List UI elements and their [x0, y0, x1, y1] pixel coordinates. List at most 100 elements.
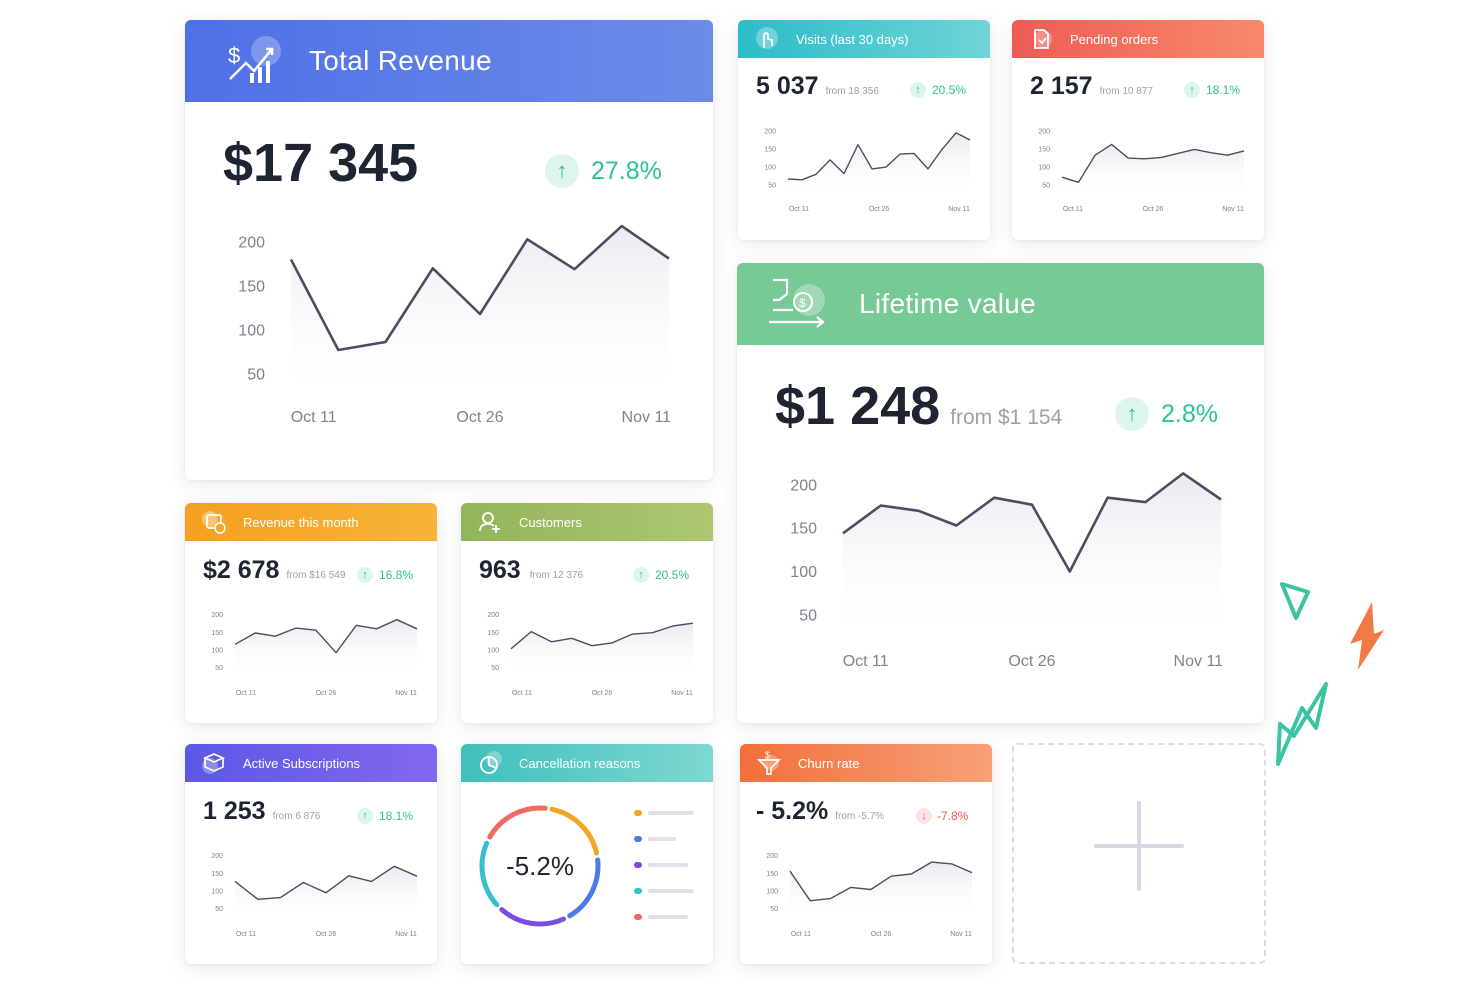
arrow-up-icon: ↑ — [545, 154, 579, 188]
series-line — [289, 224, 670, 352]
legend-swatch — [634, 888, 642, 894]
y-axis-tick-label: 150 — [766, 871, 778, 878]
visits-card[interactable]: Visits (last 30 days) 5 037 from 18 356 … — [738, 20, 990, 240]
revenue-month-header: Revenue this month — [185, 503, 437, 541]
metric-from: from $1 154 — [950, 406, 1063, 429]
x-axis-tick-label: Oct 26 — [316, 931, 337, 938]
y-axis-tick-label: 50 — [799, 608, 817, 625]
pie-chart-icon — [477, 750, 503, 776]
x-axis-tick-label: Nov 11 — [622, 409, 672, 426]
metric-value: 1 253 — [203, 797, 266, 825]
change-indicator: ↓ -7.8% — [916, 808, 968, 824]
churn-header: $ Churn rate — [740, 744, 992, 782]
lifetime-value-card[interactable]: $ Lifetime value $1 248 from $1 154 ↑ 2.… — [737, 263, 1264, 723]
donut-segment — [487, 805, 548, 840]
card-title: Revenue this month — [243, 514, 359, 530]
change-indicator: ↑ 27.8% — [545, 154, 662, 188]
y-axis-tick-label: 200 — [238, 235, 265, 252]
series-line — [1061, 143, 1245, 184]
customers-chart: 200 150 100 50 Oct 11 Oct 26 Nov 11 — [487, 612, 694, 697]
metric-from: from 6 876 — [272, 811, 321, 822]
card-title: Visits (last 30 days) — [796, 31, 909, 47]
legend-placeholder-bar — [648, 837, 676, 841]
churn-chart: 200 150 100 50 Oct 11 Oct 26 Nov 11 — [766, 853, 973, 938]
y-axis-tick-label: 200 — [764, 128, 776, 135]
svg-text:$: $ — [765, 750, 770, 760]
x-axis-tick-label: Oct 26 — [869, 206, 890, 213]
x-axis-tick-label: Nov 11 — [395, 690, 417, 697]
revenue-month-chart: 200 150 100 50 Oct 11 Oct 26 Nov 11 — [211, 612, 418, 697]
add-widget-placeholder[interactable] — [1012, 743, 1266, 964]
arrow-down-icon: ↓ — [916, 808, 932, 824]
cancellation-card[interactable]: Cancellation reasons -5.2% — [461, 744, 713, 964]
x-axis-tick-label: Oct 26 — [316, 690, 337, 697]
y-axis-tick-label: 200 — [487, 612, 499, 619]
legend-placeholder-bar — [648, 915, 688, 919]
area-fill — [235, 619, 417, 678]
svg-text:$: $ — [799, 296, 806, 310]
subscriptions-header: Active Subscriptions — [185, 744, 437, 782]
arrow-up-icon: ↑ — [910, 82, 926, 98]
metric-value: 963 — [479, 556, 521, 584]
y-axis-tick-label: 100 — [766, 888, 778, 895]
change-value: 16.8% — [379, 568, 414, 582]
donut-segment — [567, 857, 601, 919]
series-line — [234, 865, 418, 901]
area-fill — [511, 623, 693, 678]
series-line — [842, 472, 1222, 573]
pending-orders-header: Pending orders — [1012, 20, 1264, 58]
metric-value: $2 678 — [203, 556, 280, 584]
metric-value: 2 157 — [1030, 72, 1093, 100]
y-axis-tick-label: 200 — [211, 612, 223, 619]
card-title: Customers — [519, 514, 582, 530]
subscriptions-card[interactable]: Active Subscriptions 1 253 from 6 876 ↑ … — [185, 744, 437, 964]
plus-icon[interactable] — [1094, 801, 1184, 891]
lightning-orange-icon — [1350, 602, 1384, 670]
visits-chart: 200 150 100 50 Oct 11 Oct 26 Nov 11 — [764, 128, 971, 213]
x-axis-tick-label: Oct 26 — [1143, 206, 1164, 213]
card-title: Total Revenue — [309, 45, 492, 76]
card-title: Pending orders — [1070, 31, 1159, 47]
customers-header: Customers — [461, 503, 713, 541]
y-axis-tick-label: 100 — [238, 322, 265, 339]
pending-orders-chart: 200 150 100 50 Oct 11 Oct 26 Nov 11 — [1038, 128, 1245, 213]
metric: $17 345 — [223, 132, 418, 194]
metric: 963 from 12 376 — [479, 556, 583, 585]
area-fill — [1062, 144, 1244, 196]
svg-text:$: $ — [228, 43, 240, 68]
metric-from: from $16 549 — [286, 570, 346, 581]
metric-from: from -5.7% — [835, 811, 885, 822]
change-value: 2.8% — [1161, 399, 1218, 428]
cancellation-header: Cancellation reasons — [461, 744, 713, 782]
y-axis-tick-label: 150 — [1038, 147, 1050, 154]
arrow-up-icon: ↑ — [357, 567, 373, 583]
donut-segment — [479, 840, 500, 908]
total-revenue-card[interactable]: $ Total Revenue $17 345 ↑ 27.8% 200 150 10… — [185, 20, 713, 480]
change-value: 27.8% — [591, 156, 662, 185]
metric: $1 248 from $1 154 — [775, 375, 1062, 437]
area-fill — [790, 862, 972, 919]
change-value: -7.8% — [937, 809, 969, 823]
legend-swatch — [634, 914, 642, 920]
funnel-money-icon: $ — [756, 750, 782, 776]
churn-card[interactable]: $ Churn rate - 5.2% from -5.7% ↓ -7.8% 2… — [740, 744, 992, 964]
x-axis-tick-label: Oct 11 — [291, 409, 337, 426]
lightning-green-icon — [1276, 682, 1328, 766]
card-title: Lifetime value — [859, 288, 1036, 319]
donut-center-value: -5.2% — [506, 851, 574, 881]
x-axis-tick-label: Nov 11 — [671, 690, 693, 697]
x-axis-tick-label: Oct 26 — [871, 931, 892, 938]
metric: 2 157 from 10 877 — [1030, 72, 1153, 101]
x-axis-tick-label: Oct 11 — [791, 931, 811, 938]
metric-value: $1 248 — [775, 376, 941, 436]
x-axis-tick-label: Oct 11 — [236, 690, 256, 697]
y-axis-tick-label: 50 — [770, 906, 778, 913]
customers-card[interactable]: Customers 963 from 12 376 ↑ 20.5% 200 150… — [461, 503, 713, 723]
pending-orders-card[interactable]: Pending orders 2 157 from 10 877 ↑ 18.1%… — [1012, 20, 1264, 240]
metric: $2 678 from $16 549 — [203, 556, 345, 585]
y-axis-tick-label: 200 — [1038, 128, 1050, 135]
y-axis-tick-label: 100 — [764, 165, 776, 172]
y-axis-tick-label: 100 — [211, 888, 223, 895]
revenue-month-card[interactable]: Revenue this month $2 678 from $16 549 ↑… — [185, 503, 437, 723]
metric: 1 253 from 6 876 — [203, 797, 320, 826]
